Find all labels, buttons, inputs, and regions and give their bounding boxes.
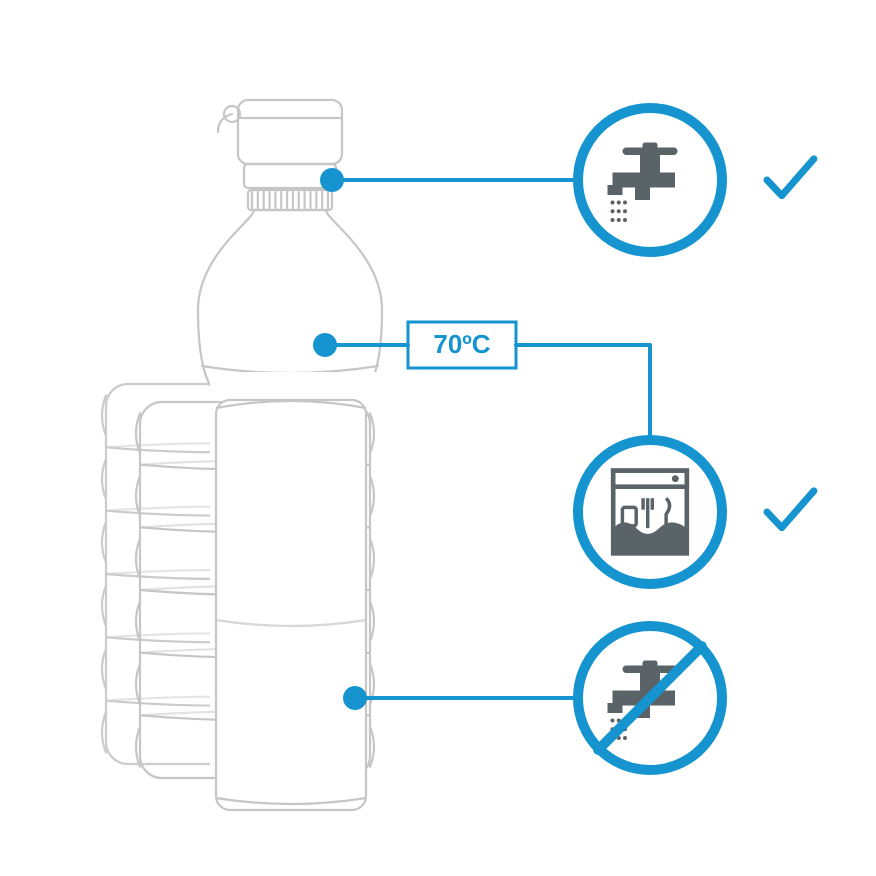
callout-circle xyxy=(578,440,722,584)
temperature-label: 70ºC xyxy=(433,329,490,359)
inner-tube xyxy=(216,400,366,810)
infographic-diagram: 70ºC xyxy=(0,0,876,876)
